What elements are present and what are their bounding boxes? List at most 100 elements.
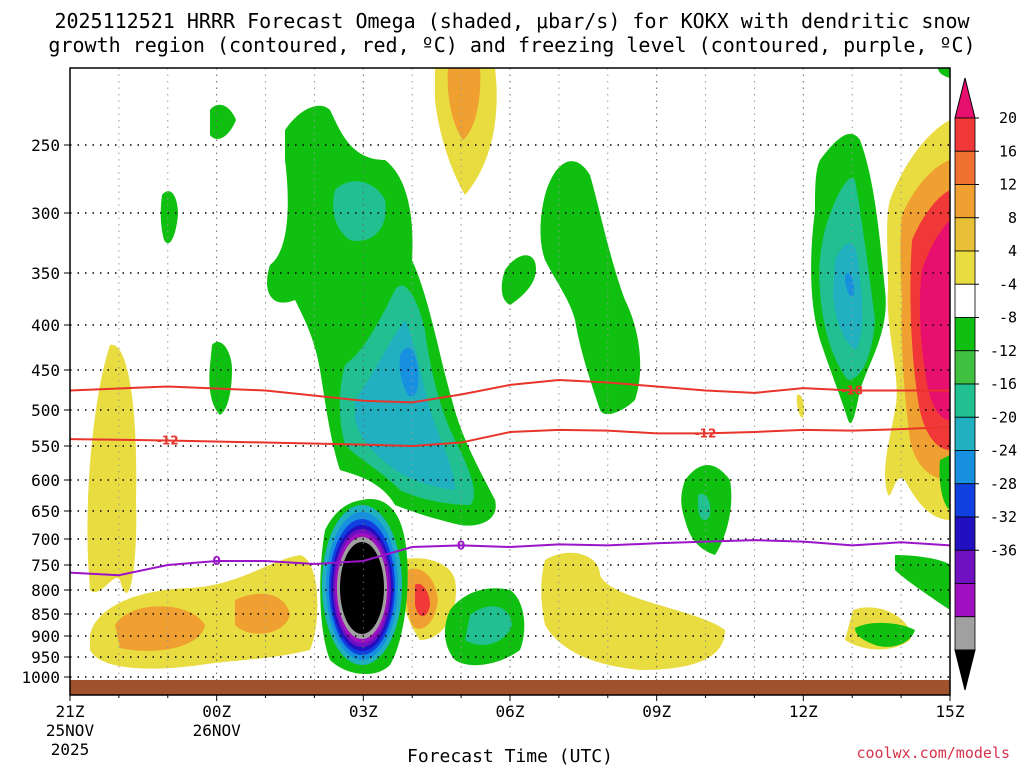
omega-negative-area (855, 622, 915, 647)
omega-positive-area (796, 394, 805, 418)
y-tick-label: 750 (31, 556, 60, 575)
omega-negative-area (895, 555, 950, 610)
colorbar-swatch (954, 583, 976, 618)
y-tick-label: 950 (31, 648, 60, 667)
colorbar-label: -16 (990, 375, 1017, 393)
colorbar-swatch (954, 549, 976, 584)
y-tick-label: 800 (31, 581, 60, 600)
colorbar-swatch (954, 150, 976, 185)
colorbar-label: 16 (999, 142, 1017, 160)
y-tick-label: 900 (31, 627, 60, 646)
omega-positive-area (115, 606, 205, 651)
omega-negative-area (540, 161, 641, 415)
omega-positive-area (919, 220, 950, 420)
colorbar-swatch (954, 184, 976, 219)
y-tick-label: 1000 (21, 668, 60, 687)
omega-positive-area (415, 583, 430, 617)
colorbar-label: -4 (999, 275, 1017, 293)
contour-label: -12 (157, 433, 179, 447)
omega-negative-area (160, 191, 178, 244)
contour-label: -18 (841, 384, 863, 398)
y-tick-label: 850 (31, 605, 60, 624)
colorbar-label: 20 (999, 109, 1017, 127)
y-tick-label: 350 (31, 264, 60, 283)
y-tick-label: 300 (31, 204, 60, 223)
colorbar-label: -12 (990, 342, 1017, 360)
x-axis-label: Forecast Time (UTC) (407, 746, 613, 767)
omega-positive-area (541, 552, 725, 670)
omega-negative-area (209, 341, 232, 415)
colorbar-swatch (954, 117, 976, 152)
omega-negative-area (355, 320, 455, 490)
omega-negative-area (210, 104, 236, 140)
omega-negative-area (938, 68, 950, 78)
y-tick-label: 600 (31, 471, 60, 490)
colorbar-swatch (954, 383, 976, 418)
omega-negative-area (939, 455, 950, 510)
colorbar-label: 4 (1008, 242, 1017, 260)
colorbar-extend-bottom (954, 649, 976, 691)
y-axis: 250 300 350 400 450 500 550 600 650 700 750 800 850 9… (21, 136, 70, 687)
contour-lines: -18 -12 -12 0 0 (69, 378, 951, 577)
colorbar-swatch (954, 350, 976, 385)
omega-negative-area (698, 493, 711, 521)
omega-negative-area (399, 347, 419, 397)
colorbar-swatch (954, 217, 976, 252)
x-tick-label: 12Z (789, 702, 818, 721)
omega-negative-area (340, 542, 384, 634)
contour-line (69, 378, 950, 404)
colorbar-label: -20 (990, 408, 1017, 426)
x-tick-label: 06Z (496, 702, 525, 721)
colorbar-swatch (954, 250, 976, 285)
colorbar-label: 12 (999, 176, 1017, 194)
colorbar-swatch (954, 416, 976, 451)
omega-positive-area (447, 68, 481, 140)
omega-positive-area (235, 593, 290, 634)
contour-label: 0 (212, 554, 220, 568)
credit-label: coolwx.com/models (856, 744, 1010, 762)
colorbar: 20 16 12 8 4 -4 -8 -12 -16 -20 -24 -28 -32 -36 (954, 77, 1017, 691)
gridlines (70, 68, 950, 695)
x-tick-date: 25NOV (46, 721, 95, 740)
colorbar-swatch (954, 516, 976, 551)
omega-positive-area (87, 344, 137, 593)
colorbar-swatch (954, 317, 976, 352)
ground-terrain (70, 680, 950, 695)
x-tick-label: 15Z (936, 702, 965, 721)
omega-negative-area (501, 255, 536, 305)
chart-title-line2: growth region (contoured, red, ºC) and f… (48, 33, 975, 57)
y-tick-label: 700 (31, 530, 60, 549)
x-tick-label: 03Z (349, 702, 378, 721)
y-tick-label: 550 (31, 437, 60, 456)
omega-negative-area (833, 243, 863, 350)
colorbar-label: -28 (990, 475, 1017, 493)
x-tick-label: 00Z (202, 702, 231, 721)
y-tick-label: 450 (31, 361, 60, 380)
colorbar-label: -32 (990, 508, 1017, 526)
colorbar-label: -36 (990, 541, 1017, 559)
omega-negative-area (333, 181, 386, 241)
colorbar-swatch (954, 283, 976, 318)
x-tick-date: 26NOV (193, 721, 242, 740)
y-tick-label: 650 (31, 502, 60, 521)
colorbar-swatch (954, 616, 976, 651)
chart-title-line1: 2025112521 HRRR Forecast Omega (shaded, … (54, 9, 970, 33)
omega-negative-area (465, 606, 512, 645)
colorbar-label: 8 (1008, 209, 1017, 227)
colorbar-extend-top (954, 77, 976, 119)
contour-line (69, 539, 951, 577)
contour-line (69, 425, 951, 448)
omega-shading (87, 68, 950, 675)
y-tick-label: 500 (31, 401, 60, 420)
x-tick-label: 21Z (56, 702, 85, 721)
colorbar-label: -8 (999, 309, 1017, 327)
colorbar-swatch (954, 450, 976, 485)
x-tick-year: 2025 (51, 740, 90, 759)
colorbar-label: -24 (990, 442, 1017, 460)
contour-label: 0 (457, 538, 465, 552)
y-tick-label: 400 (31, 316, 60, 335)
x-tick-label: 09Z (642, 702, 671, 721)
y-tick-label: 250 (31, 136, 60, 155)
